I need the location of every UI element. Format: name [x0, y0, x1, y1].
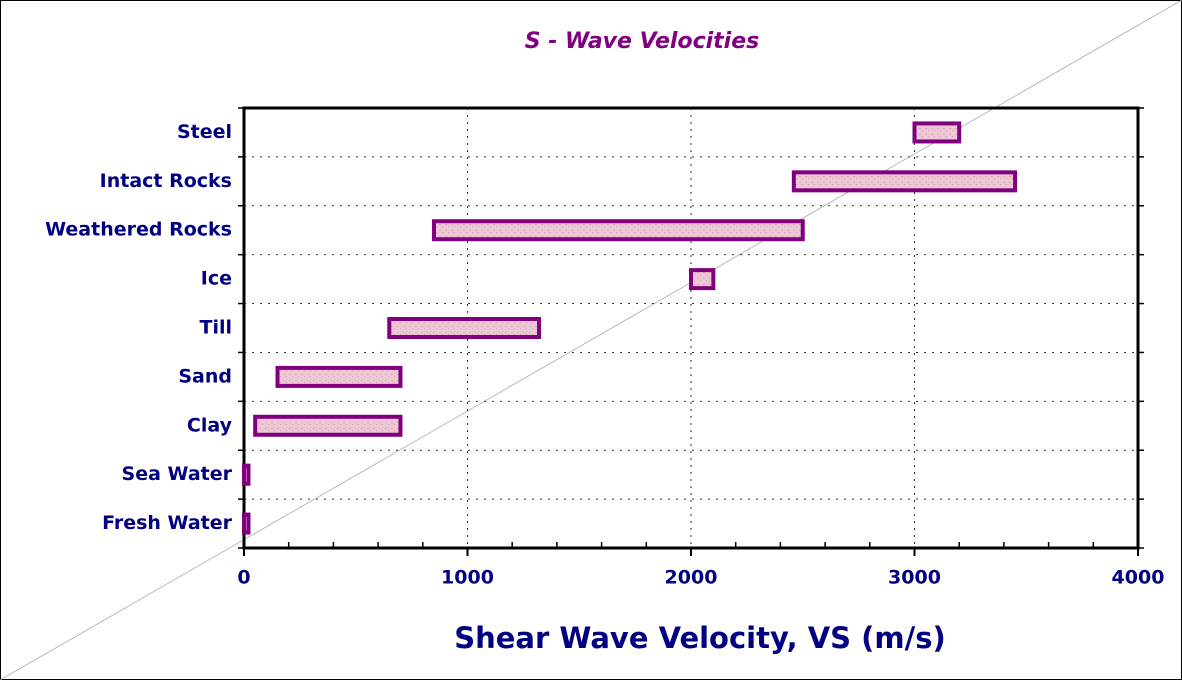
- y-tick-label: Weathered Rocks: [45, 219, 232, 241]
- y-tick-label: Steel: [177, 121, 232, 143]
- y-tick-label: Ice: [201, 268, 232, 290]
- bar: [275, 365, 403, 388]
- y-tick-label: Sand: [178, 365, 232, 387]
- y-tick-label: Clay: [187, 414, 233, 436]
- bar: [431, 219, 805, 242]
- x-tick-label: 2000: [665, 567, 718, 589]
- x-axis-label: Shear Wave Velocity, VS (m/s): [454, 621, 946, 655]
- plot-frame: [242, 106, 1140, 550]
- y-tick-label: Fresh Water: [102, 512, 233, 534]
- x-tick-label: 0: [237, 567, 250, 589]
- y-tick-label: Intact Rocks: [100, 170, 232, 192]
- bar: [242, 463, 251, 486]
- y-tick-label: Sea Water: [122, 463, 233, 485]
- bar: [689, 268, 716, 291]
- bar: [242, 512, 251, 535]
- bar: [253, 414, 403, 437]
- bar: [912, 121, 962, 144]
- bar: [387, 317, 542, 339]
- y-tick-label: Till: [200, 317, 233, 339]
- x-tick-label: 1000: [441, 567, 494, 589]
- x-tick-label: 3000: [888, 567, 941, 589]
- bar: [791, 170, 1018, 193]
- x-tick-label: 4000: [1112, 567, 1165, 589]
- chart-title: S - Wave Velocities: [525, 29, 760, 54]
